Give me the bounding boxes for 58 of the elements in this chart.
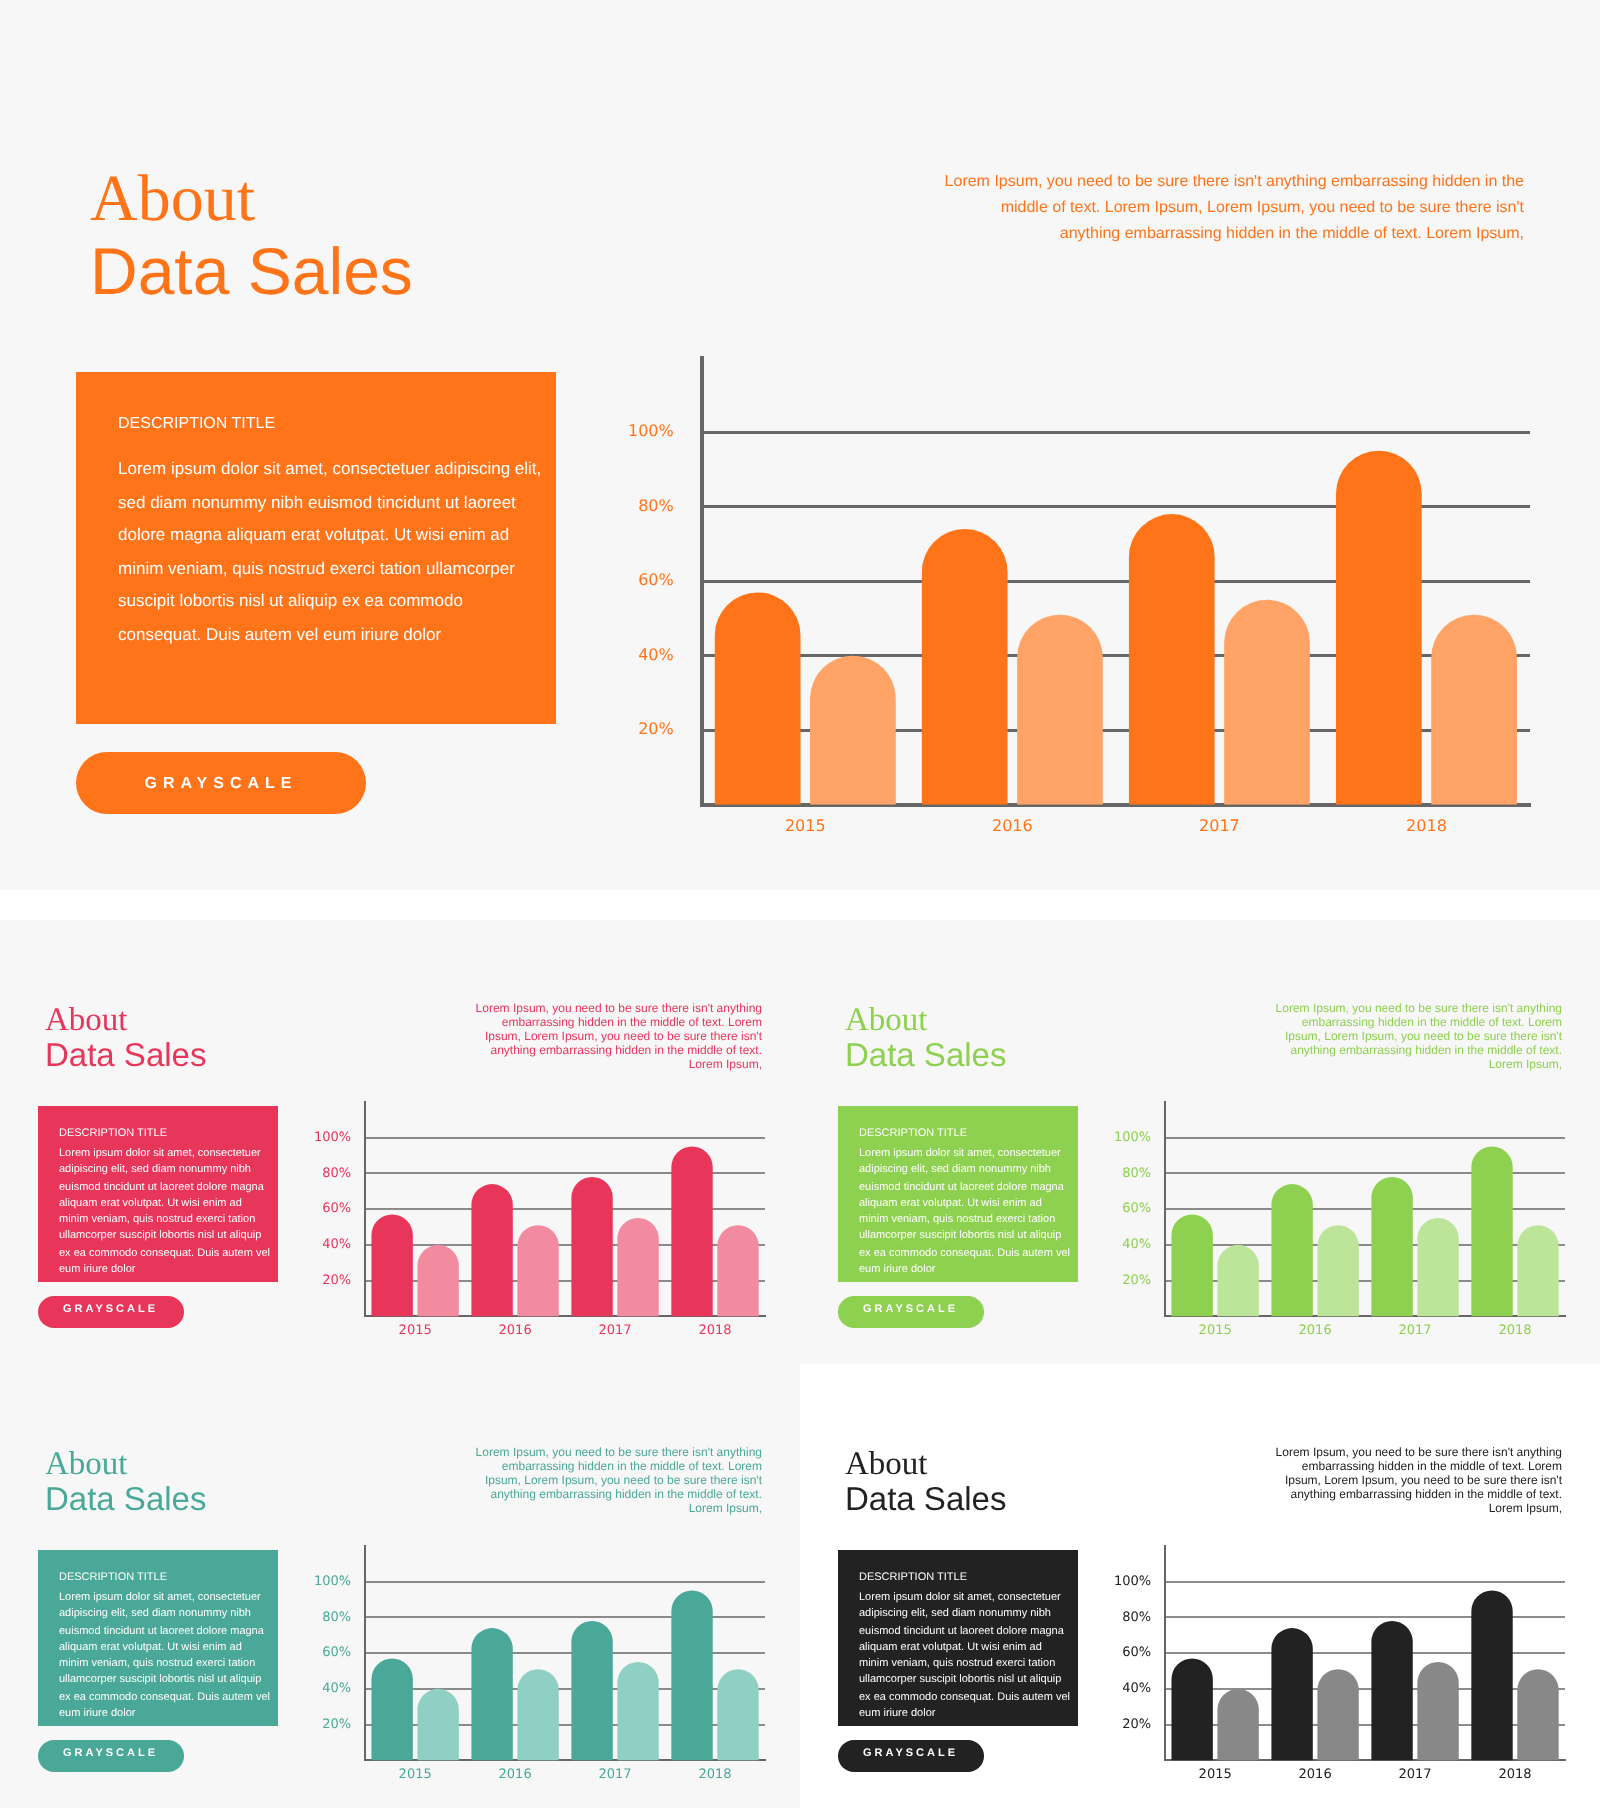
bar — [717, 1225, 759, 1317]
bar — [1317, 1669, 1359, 1761]
text: Lorem Ipsum, you need to be sure there isn't anything embarrassing hidden in the middle of text. Lorem Ipsum, Lorem Ipsum, you need to be sure there isn't anything embarrassing hidden in the middle of text. Lorem Ipsum, — [942, 170, 1524, 246]
chart-title: About Data Sales — [90, 164, 413, 310]
bar — [417, 1244, 459, 1317]
x-tick-label: 2018 — [1406, 816, 1447, 835]
bar — [1417, 1218, 1459, 1317]
bar — [810, 655, 896, 805]
bar — [671, 1146, 713, 1317]
y-tick-label: 60% — [638, 571, 675, 590]
chart-title: About Data Sales — [45, 1444, 207, 1519]
bar — [617, 1662, 659, 1761]
bar — [1128, 514, 1215, 805]
bar — [1271, 1184, 1313, 1317]
bar — [517, 1225, 559, 1317]
text: Lorem ipsum dolor sit amet, consectetuer adipiscing elit, sed diam nonummy nibh euismod tincidunt ut laoreet dolore magna aliquam erat volutpat. Ut wisi enim ad minim veniam, quis nostrud exerci tation ullamcorper suscipit lobortis nisl ut aliquip ex ea commodo consequat. Duis autem vel eum iriure dolor — [118, 456, 542, 648]
bar — [1017, 614, 1103, 805]
bar — [471, 1184, 513, 1317]
bar — [671, 1590, 713, 1761]
bar — [417, 1688, 459, 1761]
bar — [1371, 1620, 1413, 1761]
x-tick-label: 2015 — [784, 816, 826, 835]
bar — [921, 529, 1008, 805]
bar — [1317, 1225, 1359, 1317]
text: GRAYSCALE — [76, 752, 366, 814]
bar — [1224, 599, 1310, 805]
bar — [517, 1669, 559, 1761]
bar — [471, 1628, 513, 1761]
bar — [1417, 1662, 1459, 1761]
chart-title: About Data Sales — [845, 1000, 1007, 1075]
bar — [1171, 1658, 1213, 1761]
bar — [371, 1214, 413, 1317]
x-tick-label: 2016 — [991, 816, 1033, 835]
bar — [1517, 1669, 1559, 1761]
bar — [1431, 614, 1517, 805]
bar — [1335, 450, 1422, 805]
bar — [1517, 1225, 1559, 1317]
chart-title: About Data Sales — [45, 1000, 207, 1075]
bar — [371, 1658, 413, 1761]
bar — [1217, 1688, 1259, 1761]
bar — [571, 1176, 613, 1317]
bar — [1471, 1590, 1513, 1761]
x-tick-label: 2017 — [1199, 816, 1240, 835]
bar — [1171, 1214, 1213, 1317]
text: DESCRIPTION TITLE — [118, 414, 276, 432]
bar — [617, 1218, 659, 1317]
y-tick-label: 80% — [638, 496, 675, 515]
bar — [714, 592, 801, 805]
bar — [1217, 1244, 1259, 1317]
chart-title: About Data Sales — [845, 1444, 1007, 1519]
y-tick-label: 100% — [627, 422, 675, 441]
bar — [571, 1620, 613, 1761]
bar — [717, 1669, 759, 1761]
y-tick-label: 20% — [638, 720, 675, 739]
bar — [1371, 1176, 1413, 1317]
bar — [1471, 1146, 1513, 1317]
bar — [1271, 1628, 1313, 1761]
y-tick-label: 40% — [638, 645, 675, 664]
